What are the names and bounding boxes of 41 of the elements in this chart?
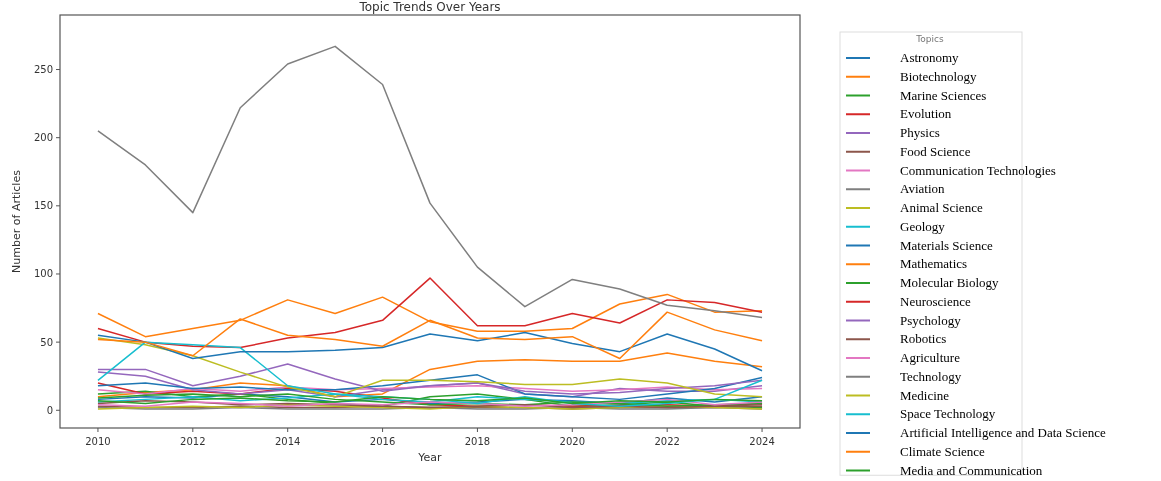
y-tick-label: 150 — [33, 200, 53, 212]
legend-label: Media and Communication — [900, 462, 1043, 478]
legend-label: Evolution — [900, 106, 952, 122]
legend-label: Animal Science — [900, 200, 983, 215]
legend-label: Technology — [900, 368, 962, 384]
legend-label: Communication Technologies — [900, 162, 1056, 178]
x-tick-label: 2014 — [274, 436, 301, 447]
x-tick-label: 2018 — [464, 436, 491, 447]
y-tick-label: 250 — [33, 64, 53, 76]
y-tick-label: 0 — [46, 404, 53, 416]
x-tick-label: 2022 — [654, 436, 680, 447]
x-tick-label: 2020 — [559, 436, 586, 447]
legend-label: Medicine — [900, 387, 950, 403]
legend-label: Molecular Biology — [900, 275, 1000, 290]
legend-label: Space Technology — [900, 406, 996, 422]
legend-label: Psychology — [900, 312, 962, 328]
legend-label: Food Science — [900, 143, 971, 159]
legend-label: Neuroscience — [900, 293, 971, 309]
legend-label: Mathematics — [900, 256, 968, 272]
x-axis-title: Year — [417, 451, 443, 464]
legend-label: Artificial Intelligence and Data Science — [900, 425, 1106, 440]
chart-title: Topic Trends Over Years — [358, 0, 501, 14]
x-tick-label: 2012 — [180, 436, 206, 447]
x-tick-label: 2010 — [85, 436, 111, 447]
legend-label: Biotechnology — [900, 68, 978, 84]
legend-label: Marine Sciences — [900, 87, 987, 103]
legend-label: Climate Science — [900, 443, 986, 459]
y-tick-label: 50 — [40, 336, 53, 348]
legend-label: Aviation — [900, 181, 946, 197]
x-tick-label: 2024 — [749, 436, 775, 447]
legend-label: Astronomy — [900, 50, 959, 65]
legend-label: Robotics — [900, 331, 947, 347]
legend-label: Physics — [900, 125, 940, 140]
x-tick-label: 2016 — [369, 436, 396, 447]
legend-label: Agriculture — [900, 350, 961, 365]
y-tick-label: 100 — [33, 268, 53, 280]
legend-title: Topics — [915, 34, 944, 44]
legend-label: Materials Science — [900, 237, 993, 253]
y-axis-title: Number of Articles — [10, 169, 23, 273]
y-tick-label: 200 — [33, 132, 53, 144]
legend-label: Geology — [900, 218, 946, 234]
